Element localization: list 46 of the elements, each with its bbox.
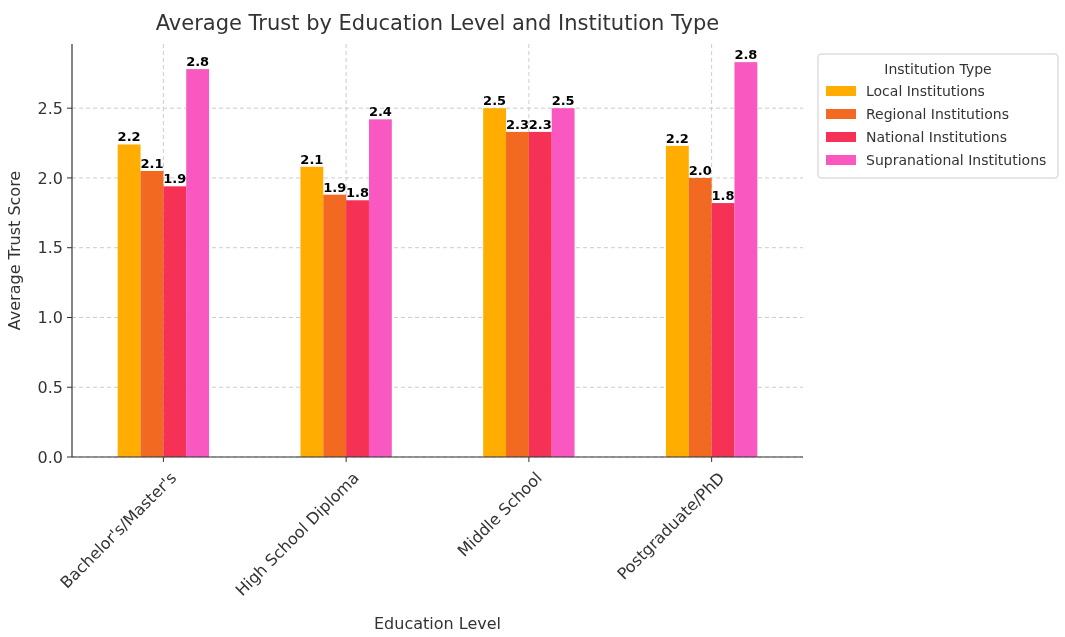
x-axis-title: Education Level: [374, 614, 501, 633]
data-label: 1.8: [711, 188, 735, 204]
data-label: 2.1: [140, 155, 164, 171]
data-label: 2.0: [688, 162, 712, 178]
bar: [506, 131, 529, 457]
bar: [117, 144, 141, 457]
legend-label: Regional Institutions: [866, 106, 1009, 122]
data-label: 2.5: [483, 93, 507, 109]
data-label: 2.5: [551, 93, 575, 109]
bar: [665, 145, 689, 457]
data-label: 1.8: [346, 185, 370, 201]
data-label: 1.9: [323, 179, 347, 195]
bar: [323, 194, 347, 457]
bar: [140, 170, 164, 457]
bar: [368, 119, 392, 457]
y-tick-label: 0.5: [37, 377, 63, 397]
y-tick-label: 1.5: [37, 238, 63, 258]
bar: [688, 177, 712, 457]
data-label: 2.2: [665, 130, 689, 146]
y-tick-label: 0.0: [37, 447, 63, 467]
bar: [711, 203, 735, 457]
bar: [528, 131, 552, 457]
legend-label: National Institutions: [866, 129, 1007, 145]
bar: [346, 200, 369, 457]
data-label: 2.1: [300, 151, 324, 167]
bar: [186, 69, 210, 457]
legend-title: Institution Type: [884, 61, 992, 77]
bar: [163, 186, 187, 457]
bar: [483, 108, 507, 457]
data-label: 2.3: [505, 116, 529, 132]
y-tick-label: 1.0: [37, 308, 63, 328]
bar: [300, 166, 324, 457]
chart-title: Average Trust by Education Level and Institution Type: [155, 11, 720, 35]
data-label: 2.8: [186, 54, 210, 70]
bar: [551, 108, 575, 457]
y-tick-label: 2.0: [37, 168, 63, 188]
bar: [734, 62, 758, 457]
y-tick-label: 2.5: [37, 98, 63, 118]
data-label: 2.8: [734, 47, 758, 63]
data-label: 1.9: [163, 171, 187, 187]
data-label: 2.2: [117, 129, 141, 145]
y-axis-title: Average Trust Score: [5, 170, 24, 331]
data-label: 2.4: [368, 104, 392, 120]
legend-label: Supranational Institutions: [866, 152, 1047, 168]
legend-label: Local Institutions: [866, 83, 985, 99]
data-label: 2.3: [528, 116, 552, 132]
